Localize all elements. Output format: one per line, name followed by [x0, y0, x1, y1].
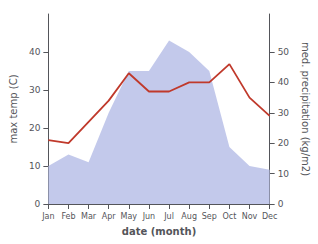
svg-text:0: 0: [35, 199, 41, 209]
svg-text:20: 20: [278, 138, 290, 148]
svg-text:Dec: Dec: [262, 212, 277, 221]
svg-text:Jul: Jul: [163, 212, 174, 221]
svg-text:Nov: Nov: [242, 212, 258, 221]
svg-text:Sep: Sep: [202, 212, 217, 221]
svg-text:Mar: Mar: [81, 212, 97, 221]
svg-text:40: 40: [278, 77, 290, 87]
svg-text:Oct: Oct: [222, 212, 236, 221]
svg-text:Jun: Jun: [142, 212, 156, 221]
svg-text:max temp (C): max temp (C): [8, 74, 19, 143]
svg-text:Feb: Feb: [61, 212, 75, 221]
svg-text:40: 40: [29, 47, 41, 57]
svg-text:30: 30: [29, 85, 41, 95]
svg-text:Aug: Aug: [181, 212, 197, 221]
svg-text:Jan: Jan: [41, 212, 54, 221]
svg-text:0: 0: [278, 199, 284, 209]
svg-text:date (month): date (month): [122, 226, 196, 237]
svg-text:20: 20: [29, 123, 41, 133]
svg-text:med. precipitation (kg/m2): med. precipitation (kg/m2): [300, 42, 311, 176]
svg-text:50: 50: [278, 47, 290, 57]
svg-text:10: 10: [29, 161, 41, 171]
svg-text:10: 10: [278, 169, 290, 179]
svg-text:May: May: [121, 212, 138, 221]
svg-text:30: 30: [278, 108, 290, 118]
svg-text:Apr: Apr: [102, 212, 117, 221]
